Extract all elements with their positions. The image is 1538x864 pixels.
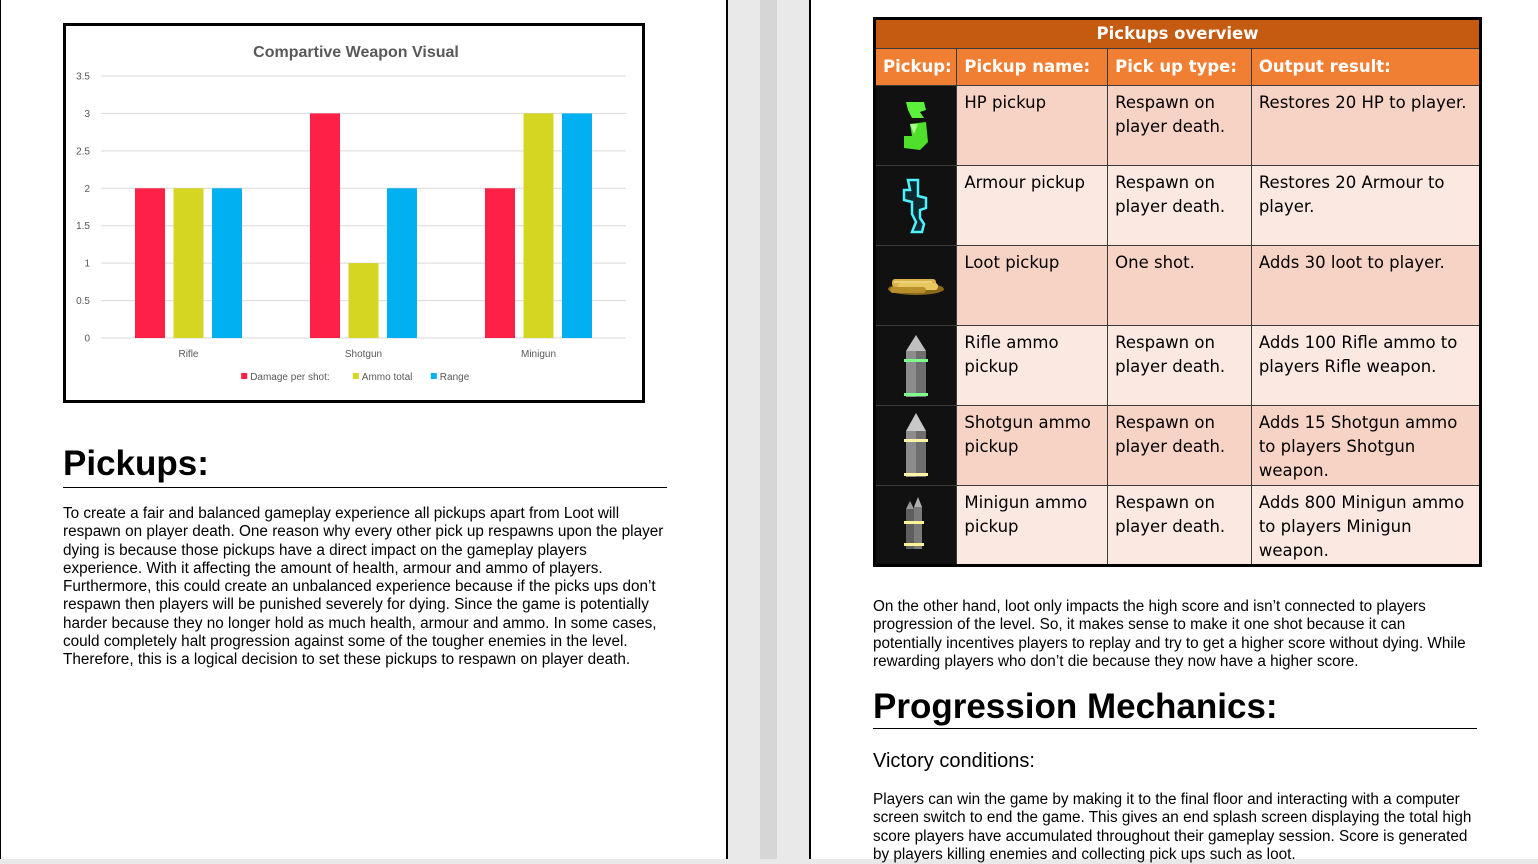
pickup-icon-cell <box>873 325 958 406</box>
loot-explanation-text: On the other hand, loot only impacts the… <box>873 598 1466 670</box>
chart-legend: Damage per shot: Ammo total Range <box>241 372 470 383</box>
victory-conditions-text: Players can win the game by making it to… <box>873 791 1472 863</box>
chart-title: Compartive Weapon Visual <box>253 44 459 61</box>
legend-label: Range <box>440 372 470 383</box>
chart-x-tick-labels: Rifle Shotgun Minigun <box>178 349 556 360</box>
table-row: Shotgun ammo pickup Respawn on player de… <box>873 405 1482 486</box>
victory-conditions-subheading: Victory conditions: <box>873 750 1035 772</box>
header-pickup-type: Pick up type: <box>1107 48 1252 86</box>
table-caption: Pickups overview <box>874 18 1481 49</box>
y-tick-label: 3.5 <box>76 72 90 83</box>
hp-pickup-icon <box>904 101 929 150</box>
weapon-comparison-chart: Compartive Weapon Visual 0 0.5 1 1.5 2 2.5 3 3.… <box>63 23 645 403</box>
pickup-result: Adds 30 loot to player. <box>1250 245 1482 326</box>
bar-shotgun-1 <box>348 263 379 338</box>
table-row: Armour pickup Respawn on player death. R… <box>873 165 1482 246</box>
bar-shotgun-2 <box>387 188 417 338</box>
minigun-ammo-icon <box>904 497 925 549</box>
legend-label: Damage per shot: <box>250 372 330 383</box>
table-header-row: Pickup: Pickup name: Pick up type: Outpu… <box>873 48 1482 86</box>
bar-shotgun-0 <box>310 113 340 338</box>
table-caption-row: Pickups overview <box>874 18 1481 49</box>
rifle-ammo-icon <box>904 334 929 397</box>
pickup-result: Adds 15 Shotgun ammo to players Shotgun … <box>1250 405 1482 486</box>
pickup-icon-cell <box>873 165 958 246</box>
pickup-type: Respawn on player death. <box>1107 325 1252 406</box>
legend-swatch <box>352 373 359 379</box>
y-tick-label: 2.5 <box>76 146 90 157</box>
bar-minigun-1 <box>523 113 554 338</box>
x-tick-label: Rifle <box>178 349 198 360</box>
pickup-icon-cell <box>873 85 958 166</box>
y-tick-label: 1.5 <box>76 221 90 232</box>
bar-rifle-0 <box>135 188 165 338</box>
chart-bars <box>135 113 592 338</box>
chart-y-tick-labels: 0 0.5 1 1.5 2 2.5 3 3.5 <box>76 72 90 345</box>
y-tick-label: 0 <box>84 334 90 345</box>
y-tick-label: 1 <box>84 259 90 270</box>
y-tick-label: 3 <box>84 109 90 120</box>
chart-svg: Compartive Weapon Visual 0 0.5 1 1.5 2 2.5 3 3.… <box>76 44 626 383</box>
header-pickup: Pickup: <box>873 48 958 86</box>
table-row: Rifle ammo pickup Respawn on player deat… <box>873 325 1482 406</box>
page-gutter <box>760 0 777 859</box>
shotgun-ammo-icon <box>904 412 929 477</box>
bar-rifle-1 <box>173 188 204 338</box>
y-tick-label: 2 <box>84 184 90 195</box>
header-output-result: Output result: <box>1250 48 1482 86</box>
legend-swatch <box>430 373 437 379</box>
pickup-name: Minigun ammo pickup <box>956 485 1109 566</box>
pickup-icon-cell <box>873 245 958 326</box>
progression-heading: Progression Mechanics: <box>873 686 1477 729</box>
pickup-name: Loot pickup <box>956 245 1109 326</box>
legend-label: Ammo total <box>362 372 413 383</box>
header-pickup-name: Pickup name: <box>956 48 1109 86</box>
pickups-heading: Pickups: <box>63 443 667 488</box>
table-row: HP pickup Respawn on player death. Resto… <box>873 85 1482 166</box>
pickup-type: Respawn on player death. <box>1107 405 1252 486</box>
armour-pickup-icon <box>902 178 928 233</box>
y-tick-label: 0.5 <box>76 296 90 307</box>
pickup-result: Restores 20 Armour to player. <box>1250 165 1482 246</box>
table-row: Loot pickup One shot. Adds 30 loot to pl… <box>873 245 1482 326</box>
pickup-name: Armour pickup <box>956 165 1109 246</box>
bar-rifle-2 <box>212 188 242 338</box>
pickups-body-text: To create a fair and balanced gameplay e… <box>63 505 664 669</box>
pickup-type: Respawn on player death. <box>1107 85 1252 166</box>
pickup-type: Respawn on player death. <box>1107 485 1252 566</box>
pickup-name: Rifle ammo pickup <box>956 325 1109 406</box>
pickups-overview-table: Pickups overview Pickup: Pickup name: Pi… <box>873 17 1482 567</box>
pickup-type: Respawn on player death. <box>1107 165 1252 246</box>
pickup-icon-cell <box>873 485 958 566</box>
table-row: Minigun ammo pickup Respawn on player de… <box>873 485 1482 566</box>
bar-minigun-0 <box>485 188 515 338</box>
pickup-name: Shotgun ammo pickup <box>956 405 1109 486</box>
bar-minigun-2 <box>562 113 592 338</box>
loot-pickup-icon <box>888 278 945 295</box>
pickup-icon-cell <box>873 405 958 486</box>
pickup-result: Adds 800 Minigun ammo to players Minigun… <box>1250 485 1482 566</box>
x-tick-label: Shotgun <box>345 349 382 360</box>
x-tick-label: Minigun <box>521 349 556 360</box>
pickup-name: HP pickup <box>956 85 1109 166</box>
pickup-result: Restores 20 HP to player. <box>1250 85 1482 166</box>
legend-swatch <box>241 373 248 379</box>
pickup-result: Adds 100 Rifle ammo to players Rifle wea… <box>1250 325 1482 406</box>
pickup-type: One shot. <box>1107 245 1252 326</box>
